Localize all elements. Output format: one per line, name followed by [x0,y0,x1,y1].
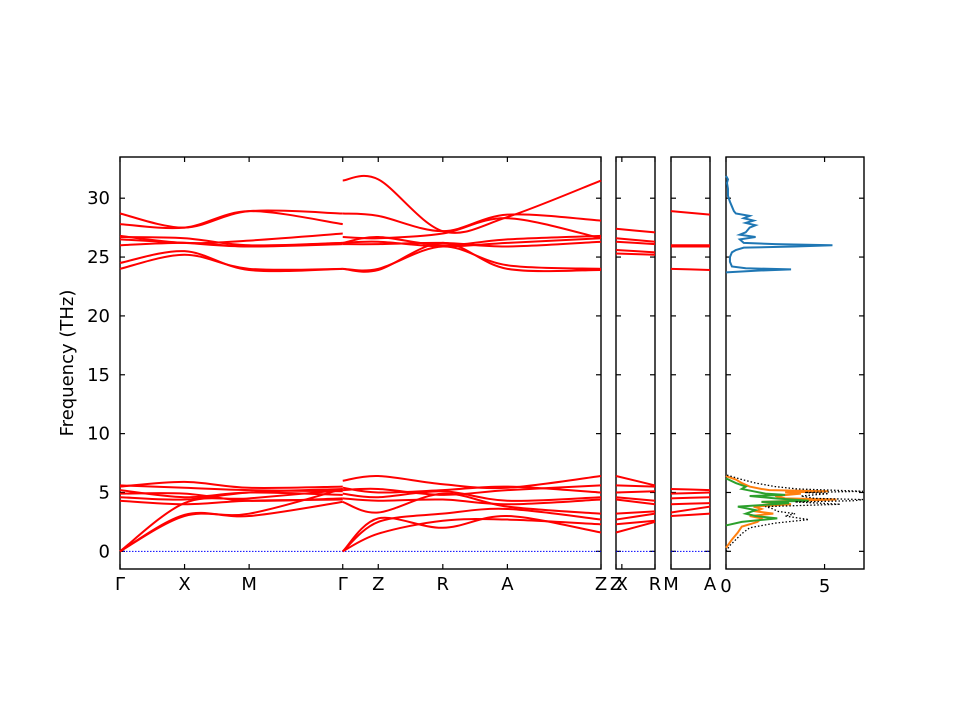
phonon-band-line [342,237,602,248]
phonon-band-line [342,485,602,494]
phonon-band-line [342,245,602,272]
phonon-band-line [119,210,343,230]
phonon-band-line [119,480,343,489]
phonon-band-line [342,490,602,502]
phonon-band-line [615,519,656,526]
phonon-band-line [342,217,602,240]
x-tick-label: Z [372,574,384,595]
phonon-band-line [670,496,711,500]
x-tick-label: Z [595,574,607,595]
phonon-band-line [670,502,711,506]
phonon-band-line [615,252,656,256]
dos-curve [725,175,833,274]
phonon-band-line [119,500,343,553]
phonon-band-line [119,232,343,245]
phonon-band-line [670,210,711,216]
phonon-band-line [119,489,343,499]
zx-panel: ZX R [610,156,662,595]
phonon-band-line [342,475,602,490]
x-tick-label: Γ [338,574,348,595]
y-tick-label: 0 [99,541,110,562]
dos-x-tick-label: 0 [720,576,731,597]
phonon-band-line [615,227,656,234]
phonon-band-line [615,248,656,254]
phonon-band-line [615,520,656,534]
phonon-band-line [119,209,343,229]
phonon-band-line [342,515,602,553]
phonon-band-line [119,487,343,501]
phonon-band-line [342,507,602,553]
x-tick-label: X [616,574,628,595]
y-tick-label: 30 [87,188,110,209]
x-tick-label: R [437,574,450,595]
phonon-band-line [342,240,602,248]
x-tick-label: Γ [115,574,125,595]
phonon-band-line [670,491,711,495]
phonon-band-line [615,510,656,515]
phonon-band-line [342,497,602,506]
phonon-band-line [615,490,656,494]
phonon-band-line [615,240,656,246]
phonon-band-line [615,484,656,488]
phonon-band-line [615,237,656,243]
x-tick-label: M [241,574,257,595]
phonon-band-line [670,267,711,272]
dos-curve [725,474,864,552]
zx-frame [615,156,656,570]
y-tick-label: 5 [99,482,110,503]
phonon-band-line [670,512,711,518]
phonon-band-line [670,505,711,514]
x-tick-label: M [663,574,679,595]
x-tick-label: A [704,574,717,595]
phonon-band-line [119,253,343,271]
phonon-band-line [342,492,602,515]
x-tick-label: R [649,574,662,595]
ma-frame [670,156,711,570]
phonon-band-line [119,250,343,273]
dos-curve [725,477,809,527]
x-tick-label: A [501,574,514,595]
main-frame [119,156,602,570]
phonon-band-line [342,174,602,234]
phonon-band-line [615,475,656,487]
phonon-band-line [670,487,711,492]
phonon-band-line [615,498,656,506]
y-tick-label: 10 [87,424,110,445]
x-tick-label: X [178,574,190,595]
phonon-band-line [615,512,656,521]
dos-x-tick-label: 5 [819,576,830,597]
y-tick-label: 25 [87,247,110,268]
y-axis-label: Frequency (THz) [57,290,78,437]
x-tick-label: Z [610,574,622,595]
dos-frame [725,156,865,570]
y-tick-label: 20 [87,306,110,327]
phonon-band-line [615,496,656,502]
phonon-band-line [119,498,343,506]
y-tick-label: 15 [87,365,110,386]
